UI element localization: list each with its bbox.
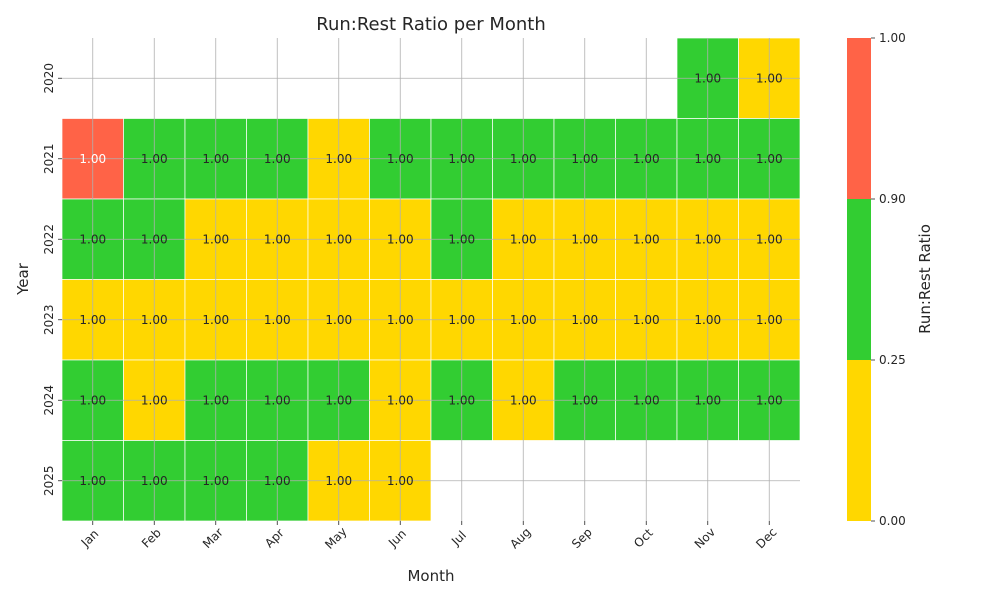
cell-value-label: 1.00 xyxy=(79,393,106,407)
cell-value-label: 1.00 xyxy=(141,474,168,488)
cell-value-label: 1.00 xyxy=(510,313,537,327)
chart-title: Run:Rest Ratio per Month xyxy=(316,14,545,35)
cell-value-label: 1.00 xyxy=(756,71,783,85)
cell-value-label: 1.00 xyxy=(694,71,721,85)
cell-value-label: 1.00 xyxy=(510,232,537,246)
cell-value-label: 1.00 xyxy=(756,393,783,407)
cell-value-label: 1.00 xyxy=(633,313,660,327)
x-tick-label: Oct xyxy=(631,526,656,551)
colorbar-label: Run:Rest Ratio xyxy=(916,224,934,334)
cell-value-label: 1.00 xyxy=(325,232,352,246)
colorbar-tick-label: 0.00 xyxy=(879,514,906,528)
x-tick-label: Jun xyxy=(385,527,409,551)
cell-value-label: 1.00 xyxy=(202,232,229,246)
x-tick-label: May xyxy=(322,524,349,551)
cell-value-label: 1.00 xyxy=(325,393,352,407)
cell-value-label: 1.00 xyxy=(264,393,291,407)
x-tick-label: Feb xyxy=(139,526,164,551)
cell-value-label: 1.00 xyxy=(756,152,783,166)
y-tick-label: 2021 xyxy=(42,143,56,174)
cell-value-label: 1.00 xyxy=(264,152,291,166)
cell-value-label: 1.00 xyxy=(756,232,783,246)
heatmap-cells xyxy=(61,37,801,522)
cell-labels: 1.00 1.00 1.00 1.00 1.00 1.00 1.00 1.00 1.00 1.00… xyxy=(79,71,782,488)
gridlines xyxy=(62,38,800,521)
y-axis-label: Year xyxy=(14,262,32,296)
cell-value-label: 1.00 xyxy=(448,313,475,327)
cell-value-label: 1.00 xyxy=(756,313,783,327)
y-tick-label: 2025 xyxy=(42,465,56,496)
cell-value-label: 1.00 xyxy=(202,393,229,407)
cell-value-label: 1.00 xyxy=(79,313,106,327)
x-tick-label: Jan xyxy=(78,527,102,551)
y-tick-label: 2023 xyxy=(42,304,56,335)
cell-value-label: 1.00 xyxy=(79,152,106,166)
cell-value-label: 1.00 xyxy=(264,474,291,488)
cell-value-label: 1.00 xyxy=(387,152,414,166)
cell-value-label: 1.00 xyxy=(571,393,598,407)
cell-value-label: 1.00 xyxy=(510,152,537,166)
colorbar-tick-label: 0.25 xyxy=(879,353,906,367)
x-tick-label: Jul xyxy=(448,528,469,549)
colorbar: 0.00 0.25 0.90 1.00 xyxy=(847,31,906,528)
x-tick-label: Aug xyxy=(507,525,533,551)
cell-value-label: 1.00 xyxy=(387,393,414,407)
cell-value-label: 1.00 xyxy=(325,152,352,166)
colorbar-tick-label: 0.90 xyxy=(879,192,906,206)
cell-value-label: 1.00 xyxy=(141,232,168,246)
cell-value-label: 1.00 xyxy=(633,393,660,407)
cell-value-label: 1.00 xyxy=(264,313,291,327)
cell-value-label: 1.00 xyxy=(325,313,352,327)
y-axis-ticks: 2020 2021 2022 2023 2024 2025 xyxy=(42,63,62,496)
cell-value-label: 1.00 xyxy=(694,313,721,327)
cell-value-label: 1.00 xyxy=(387,474,414,488)
x-tick-label: Apr xyxy=(262,526,287,551)
cell-value-label: 1.00 xyxy=(202,152,229,166)
cell-value-label: 1.00 xyxy=(141,152,168,166)
cell-value-label: 1.00 xyxy=(510,393,537,407)
cell-value-label: 1.00 xyxy=(571,313,598,327)
x-tick-label: Nov xyxy=(692,525,718,551)
x-axis-ticks: Jan Feb Mar Apr May Jun Jul Aug Sep Oct Nov Dec xyxy=(78,521,780,552)
y-tick-label: 2022 xyxy=(42,224,56,255)
cell-value-label: 1.00 xyxy=(694,152,721,166)
cell-value-label: 1.00 xyxy=(79,474,106,488)
cell-value-label: 1.00 xyxy=(387,313,414,327)
x-tick-label: Dec xyxy=(753,525,779,551)
cell-value-label: 1.00 xyxy=(571,152,598,166)
x-tick-label: Mar xyxy=(200,525,226,551)
y-tick-label: 2024 xyxy=(42,385,56,416)
cell-value-label: 1.00 xyxy=(202,313,229,327)
colorbar-segment xyxy=(847,360,871,521)
cell-value-label: 1.00 xyxy=(264,232,291,246)
cell-value-label: 1.00 xyxy=(448,393,475,407)
colorbar-tick-label: 1.00 xyxy=(879,31,906,45)
cell-value-label: 1.00 xyxy=(633,232,660,246)
colorbar-segment xyxy=(847,38,871,199)
x-axis-label: Month xyxy=(407,567,454,585)
y-tick-label: 2020 xyxy=(42,63,56,94)
cell-value-label: 1.00 xyxy=(141,313,168,327)
cell-value-label: 1.00 xyxy=(202,474,229,488)
cell-value-label: 1.00 xyxy=(448,152,475,166)
cell-value-label: 1.00 xyxy=(325,474,352,488)
x-tick-label: Sep xyxy=(569,525,595,551)
cell-value-label: 1.00 xyxy=(79,232,106,246)
cell-value-label: 1.00 xyxy=(141,393,168,407)
cell-value-label: 1.00 xyxy=(571,232,598,246)
cell-value-label: 1.00 xyxy=(448,232,475,246)
colorbar-segment xyxy=(847,199,871,360)
cell-value-label: 1.00 xyxy=(633,152,660,166)
cell-value-label: 1.00 xyxy=(694,393,721,407)
cell-value-label: 1.00 xyxy=(387,232,414,246)
cell-value-label: 1.00 xyxy=(694,232,721,246)
